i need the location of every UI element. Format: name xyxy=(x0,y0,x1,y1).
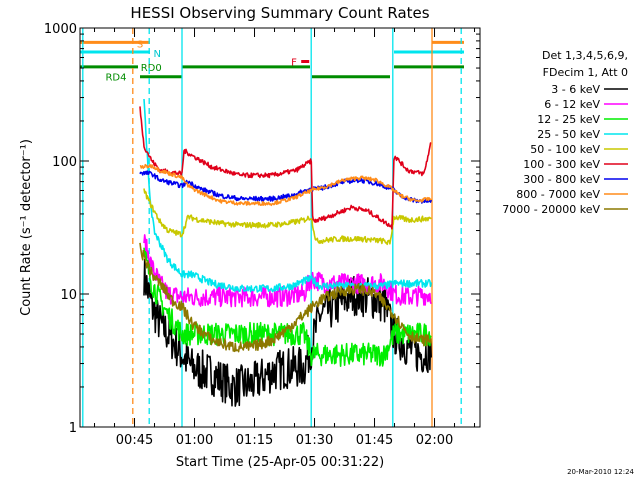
flag-label-rd0: RD0 xyxy=(141,63,162,74)
legend-entry-label: 25 - 50 keV xyxy=(537,128,600,141)
flag-label-rd4: RD4 xyxy=(105,73,126,84)
timestamp: 20-Mar-2010 12:24 xyxy=(567,468,634,476)
legend-entry-label: 7000 - 20000 keV xyxy=(502,203,600,216)
x-tick-label: 01:45 xyxy=(356,433,393,448)
legend-header-line-1: Det 1,3,4,5,6,9, xyxy=(542,49,628,62)
x-tick-label: 00:45 xyxy=(116,433,153,448)
flag-bars: SN RD0 RD4 F xyxy=(80,39,464,84)
x-tick-label: 01:30 xyxy=(296,433,333,448)
series-line-1 xyxy=(143,234,432,308)
flag-label-n: N xyxy=(153,49,160,60)
x-axis: 00:45 01:00 01:15 01:30 01:45 02:00 xyxy=(94,28,476,448)
series-line-0 xyxy=(143,258,432,407)
legend-header-line-2: FDecim 1, Att 0 xyxy=(543,66,628,79)
legend-entry-label: 12 - 25 keV xyxy=(537,113,600,126)
series-line-5 xyxy=(139,106,432,230)
y-axis-label: Count Rate (s⁻¹ detector⁻¹) xyxy=(19,139,34,316)
x-tick-label: 02:00 xyxy=(416,433,453,448)
y-tick-label: 10 xyxy=(60,288,77,303)
flag-label-s: S xyxy=(137,39,143,50)
legend-entry-label: 3 - 6 keV xyxy=(551,83,600,96)
plot-frame xyxy=(79,27,481,428)
legend-entry-label: 6 - 12 keV xyxy=(544,98,600,111)
x-tick-label: 01:00 xyxy=(176,433,213,448)
legend: Det 1,3,4,5,6,9, FDecim 1, Att 0 3 - 6 k… xyxy=(502,49,628,216)
series-line-3 xyxy=(143,98,432,293)
y-tick-label: 1000 xyxy=(44,22,77,37)
y-tick-label: 1 xyxy=(69,421,77,436)
chart-title: HESSI Observing Summary Count Rates xyxy=(130,4,429,22)
x-axis-label: Start Time (25-Apr-05 00:31:22) xyxy=(176,455,384,470)
legend-entry-label: 300 - 800 keV xyxy=(523,173,600,186)
flag-label-f: F xyxy=(291,57,297,68)
legend-entry-label: 50 - 100 keV xyxy=(530,143,600,156)
x-tick-label: 01:15 xyxy=(236,433,273,448)
series-line-4 xyxy=(143,188,432,246)
series-line-2 xyxy=(143,247,432,367)
y-tick-label: 100 xyxy=(52,155,77,170)
series-lines xyxy=(139,98,432,407)
series-line-8 xyxy=(139,242,432,353)
series-line-7 xyxy=(139,163,432,207)
y-axis: 1 10 100 1000 xyxy=(44,22,480,436)
legend-entry-label: 800 - 7000 keV xyxy=(516,188,600,201)
legend-entry-label: 100 - 300 keV xyxy=(523,158,600,171)
